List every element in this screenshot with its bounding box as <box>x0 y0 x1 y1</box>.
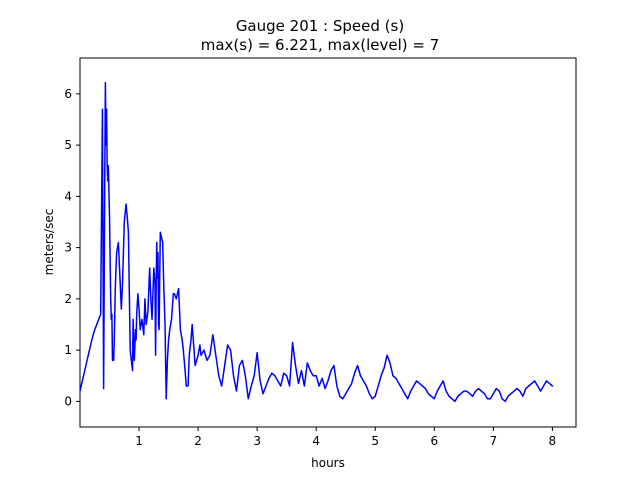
x-axis-label: hours <box>311 456 345 470</box>
x-tick-label: 3 <box>253 434 261 448</box>
series-line <box>79 81 554 403</box>
axes-frame <box>79 57 577 428</box>
x-tick-label: 4 <box>312 434 320 448</box>
x-tick-label: 5 <box>371 434 379 448</box>
x-tick-label: 7 <box>490 434 498 448</box>
y-tick-label: 5 <box>64 138 72 152</box>
y-axis-ticks: 0 1 2 3 4 5 6 <box>64 87 80 408</box>
y-axis-label: meters/sec <box>42 209 56 276</box>
x-tick-label: 2 <box>194 434 202 448</box>
y-tick-label: 2 <box>64 292 72 306</box>
x-tick-label: 8 <box>549 434 557 448</box>
y-tick-label: 0 <box>64 394 72 408</box>
x-tick-label: 1 <box>135 434 143 448</box>
y-tick-label: 4 <box>64 189 72 203</box>
chart-title: Gauge 201 : Speed (s) <box>236 17 404 35</box>
y-tick-label: 1 <box>64 343 72 357</box>
chart-subtitle: max(s) = 6.221, max(level) = 7 <box>201 36 439 54</box>
x-tick-label: 6 <box>430 434 438 448</box>
y-tick-label: 6 <box>64 87 72 101</box>
x-axis-ticks: 1 2 3 4 5 6 7 8 <box>135 427 556 448</box>
y-tick-label: 3 <box>64 241 72 255</box>
plot-area: 1 2 3 4 5 6 7 8 0 1 2 3 4 5 6 <box>64 57 577 448</box>
